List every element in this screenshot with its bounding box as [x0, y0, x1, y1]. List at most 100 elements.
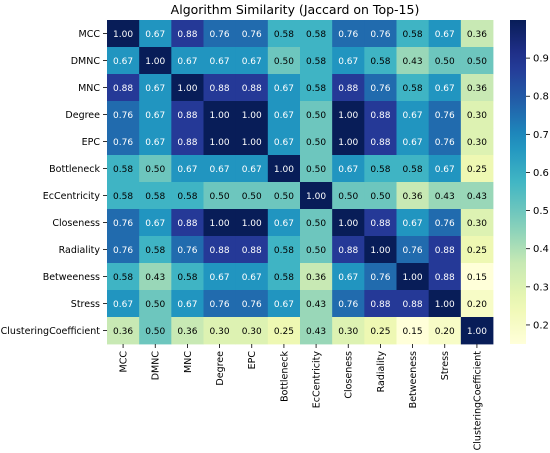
cell-value-label: 0.76 — [113, 138, 133, 148]
heatmap-cell — [107, 236, 140, 264]
heatmap-cell — [428, 317, 462, 345]
x-tick-label: MNC — [183, 351, 194, 373]
y-tick-label: DMNC — [71, 56, 101, 67]
cell-value-label: 0.58 — [177, 192, 197, 202]
heatmap-cell — [107, 290, 140, 318]
cell-value-label: 0.58 — [403, 84, 423, 94]
colorbar: 0.2 0.3 0.4 0.5 0.6 0.7 0.8 0.9 — [510, 20, 549, 344]
heatmap-cell — [428, 20, 462, 48]
heatmap-cell — [332, 47, 365, 75]
cell-value-label: 0.67 — [177, 300, 197, 310]
cell-value-label: 0.15 — [467, 273, 487, 283]
heatmap-cell — [171, 155, 204, 183]
cell-value-label: 0.76 — [370, 30, 390, 40]
heatmap-cell — [171, 209, 204, 237]
cell-value-label: 0.67 — [145, 84, 165, 94]
cell-value-label: 0.50 — [306, 219, 326, 229]
heatmap-cell — [267, 290, 301, 318]
heatmap-cell — [107, 101, 140, 129]
heatmap-cell — [332, 182, 365, 210]
cell-value-label: 0.88 — [370, 111, 390, 121]
heatmap-cell — [300, 182, 333, 210]
cell-value-label: 0.76 — [242, 30, 262, 40]
heatmap-cell — [300, 101, 333, 129]
cell-value-label: 0.50 — [274, 192, 294, 202]
heatmap-cell — [332, 317, 365, 345]
cell-value-label: 0.58 — [113, 165, 133, 175]
heatmap-cell — [171, 47, 204, 75]
heatmap-cell — [396, 101, 430, 129]
x-tick-label: Degree — [215, 351, 226, 386]
cell-value-label: 0.67 — [145, 138, 165, 148]
heatmap-cell — [203, 74, 237, 102]
y-tick-label: Stress — [71, 299, 100, 310]
cell-value-label: 0.50 — [467, 57, 487, 67]
cell-value-label: 1.00 — [338, 219, 358, 229]
cell-value-label: 0.67 — [113, 57, 133, 67]
cell-value-label: 1.00 — [113, 30, 133, 40]
heatmap-cell — [396, 20, 430, 48]
heatmap-cell — [107, 47, 140, 75]
cell-value-label: 0.58 — [306, 84, 326, 94]
cell-value-label: 0.67 — [274, 300, 294, 310]
cell-value-label: 0.50 — [274, 57, 294, 67]
heatmap-cell — [267, 155, 301, 183]
heatmap-cell — [139, 263, 172, 291]
cell-value-label: 0.67 — [435, 30, 455, 40]
heatmap-cell — [460, 263, 494, 291]
cell-value-label: 0.58 — [403, 30, 423, 40]
heatmap-cell — [203, 101, 237, 129]
cell-value-label: 1.00 — [242, 219, 262, 229]
cell-value-label: 0.36 — [113, 327, 133, 337]
heatmap-cell — [107, 74, 140, 102]
cell-value-label: 1.00 — [370, 246, 390, 256]
cell-value-label: 0.67 — [274, 111, 294, 121]
heatmap-cell — [107, 209, 140, 237]
heatmap-cell — [396, 128, 430, 156]
cell-value-label: 0.67 — [338, 273, 358, 283]
cell-value-label: 0.88 — [435, 273, 455, 283]
heatmap-cell — [332, 20, 365, 48]
heatmap-cell — [428, 236, 462, 264]
cell-value-label: 1.00 — [145, 57, 165, 67]
cell-value-label: 0.76 — [403, 246, 423, 256]
heatmap-cell — [139, 74, 172, 102]
heatmap-cell — [300, 290, 333, 318]
cell-value-label: 0.50 — [306, 246, 326, 256]
cell-value-label: 0.76 — [210, 300, 230, 310]
cell-value-label: 0.50 — [435, 57, 455, 67]
heatmap-cell — [235, 317, 269, 345]
cell-value-label: 0.76 — [338, 30, 358, 40]
cell-value-label: 0.76 — [435, 219, 455, 229]
cell-value-label: 1.00 — [242, 138, 262, 148]
cell-value-label: 1.00 — [435, 300, 455, 310]
cell-value-label: 1.00 — [210, 111, 230, 121]
heatmap-cell — [267, 263, 301, 291]
heatmap-cell — [235, 155, 269, 183]
cell-value-label: 0.20 — [435, 327, 455, 337]
cell-value-label: 0.67 — [274, 84, 294, 94]
cell-value-label: 0.25 — [467, 246, 487, 256]
cell-value-label: 0.76 — [435, 138, 455, 148]
heatmap-cell — [396, 155, 430, 183]
cell-value-label: 1.00 — [306, 192, 326, 202]
cell-value-label: 0.88 — [242, 84, 262, 94]
cell-value-label: 0.76 — [177, 246, 197, 256]
heatmap-cell — [235, 47, 269, 75]
cell-value-label: 0.50 — [145, 300, 165, 310]
heatmap-cell — [396, 47, 430, 75]
heatmap-cell — [332, 74, 365, 102]
cell-value-label: 0.88 — [370, 138, 390, 148]
cell-value-label: 0.58 — [274, 30, 294, 40]
heatmap-cell — [332, 236, 365, 264]
heatmap-cell — [171, 74, 204, 102]
cell-value-label: 1.00 — [210, 219, 230, 229]
cell-value-label: 0.36 — [177, 327, 197, 337]
heatmap-cell — [171, 263, 204, 291]
heatmap-cell — [139, 290, 172, 318]
y-tick-label: ClusteringCoefficient — [1, 326, 101, 337]
cell-value-label: 0.30 — [467, 219, 487, 229]
cell-value-label: 1.00 — [338, 138, 358, 148]
heatmap-cell — [107, 182, 140, 210]
heatmap-cell — [396, 236, 430, 264]
